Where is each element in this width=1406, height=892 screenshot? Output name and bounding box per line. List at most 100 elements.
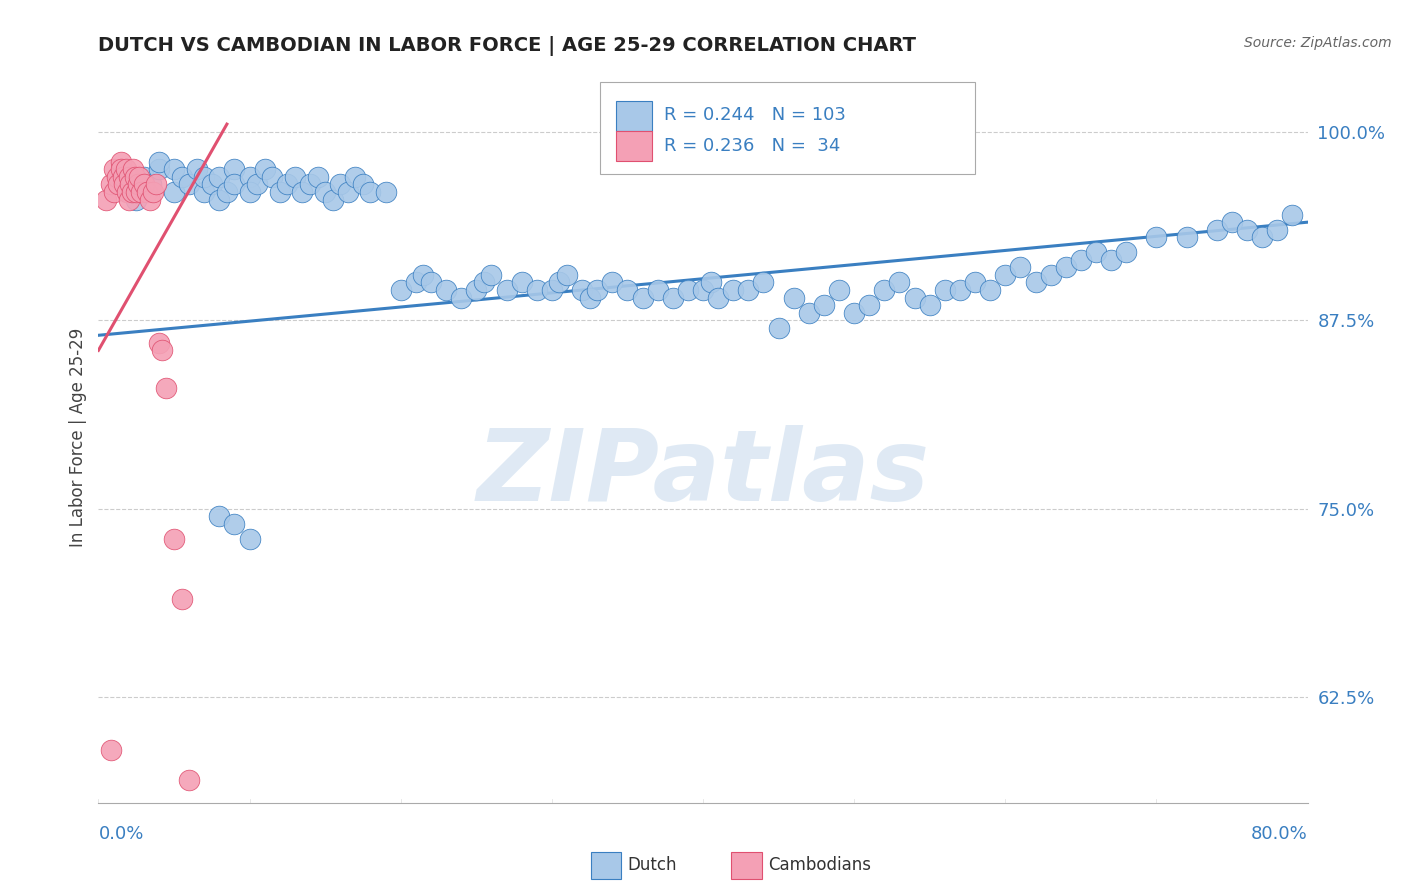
Text: Cambodians: Cambodians	[768, 856, 870, 874]
Point	[148, 162, 170, 177]
Point	[661, 291, 683, 305]
Point	[276, 178, 298, 192]
Point	[465, 283, 488, 297]
Point	[1024, 276, 1046, 290]
Point	[107, 178, 129, 192]
Point	[170, 592, 193, 607]
Point	[858, 298, 880, 312]
Point	[752, 276, 775, 290]
Point	[148, 154, 170, 169]
Point	[631, 291, 654, 305]
Point	[307, 169, 329, 184]
Point	[118, 185, 141, 199]
Point	[586, 283, 609, 297]
Point	[994, 268, 1017, 282]
Point	[472, 276, 495, 290]
Point	[155, 381, 177, 395]
Text: DUTCH VS CAMBODIAN IN LABOR FORCE | AGE 25-29 CORRELATION CHART: DUTCH VS CAMBODIAN IN LABOR FORCE | AGE …	[98, 36, 917, 55]
Point	[114, 162, 136, 177]
FancyBboxPatch shape	[600, 82, 976, 174]
Point	[768, 320, 790, 334]
Point	[1265, 223, 1288, 237]
Point	[616, 283, 638, 297]
Point	[201, 178, 224, 192]
Point	[127, 178, 149, 192]
Point	[299, 178, 322, 192]
Point	[602, 276, 624, 290]
Text: R = 0.244   N = 103: R = 0.244 N = 103	[664, 106, 846, 124]
Point	[103, 185, 125, 199]
Point	[1054, 260, 1077, 275]
Point	[239, 169, 262, 184]
Point	[782, 291, 804, 305]
Point	[100, 743, 122, 757]
Bar	[616, 130, 652, 161]
Point	[284, 169, 307, 184]
Point	[1010, 260, 1032, 275]
Point	[177, 773, 201, 788]
Point	[208, 509, 231, 524]
Point	[112, 178, 135, 192]
Point	[125, 193, 148, 207]
Point	[1251, 230, 1274, 244]
Point	[949, 283, 972, 297]
Point	[979, 283, 1001, 297]
Point	[142, 185, 165, 199]
Point	[118, 193, 141, 207]
Point	[291, 185, 314, 199]
Text: ZIPatlas: ZIPatlas	[477, 425, 929, 522]
Point	[889, 276, 911, 290]
Point	[124, 169, 146, 184]
Point	[389, 283, 412, 297]
Point	[828, 283, 851, 297]
Point	[145, 178, 167, 192]
Point	[128, 169, 150, 184]
Point	[314, 185, 336, 199]
Point	[1144, 230, 1167, 244]
Point	[150, 343, 173, 358]
Point	[120, 178, 142, 192]
Point	[110, 162, 132, 177]
Point	[170, 169, 193, 184]
Point	[434, 283, 457, 297]
Point	[111, 169, 134, 184]
Point	[208, 169, 231, 184]
Point	[844, 306, 866, 320]
Point	[115, 185, 138, 199]
Point	[450, 291, 472, 305]
Point	[797, 306, 820, 320]
Point	[1236, 223, 1258, 237]
Point	[100, 178, 122, 192]
Point	[578, 291, 600, 305]
Point	[1220, 215, 1243, 229]
Point	[122, 162, 145, 177]
Point	[163, 185, 186, 199]
Point	[721, 283, 744, 297]
Point	[1281, 208, 1303, 222]
Text: 0.0%: 0.0%	[98, 825, 143, 843]
Point	[135, 185, 157, 199]
Point	[481, 268, 503, 282]
Point	[139, 193, 162, 207]
Point	[322, 193, 344, 207]
Point	[336, 185, 359, 199]
Point	[121, 185, 143, 199]
Point	[352, 178, 374, 192]
Point	[193, 185, 215, 199]
Point	[904, 291, 927, 305]
Point	[934, 283, 956, 297]
Point	[103, 162, 125, 177]
Point	[177, 178, 201, 192]
Point	[1206, 223, 1229, 237]
Text: 80.0%: 80.0%	[1251, 825, 1308, 843]
Point	[132, 178, 155, 192]
Point	[110, 154, 132, 169]
Point	[692, 283, 714, 297]
Point	[412, 268, 434, 282]
Point	[676, 283, 699, 297]
Point	[965, 276, 987, 290]
Point	[873, 283, 896, 297]
Bar	[616, 101, 652, 131]
Point	[125, 185, 148, 199]
Point	[1085, 245, 1108, 260]
